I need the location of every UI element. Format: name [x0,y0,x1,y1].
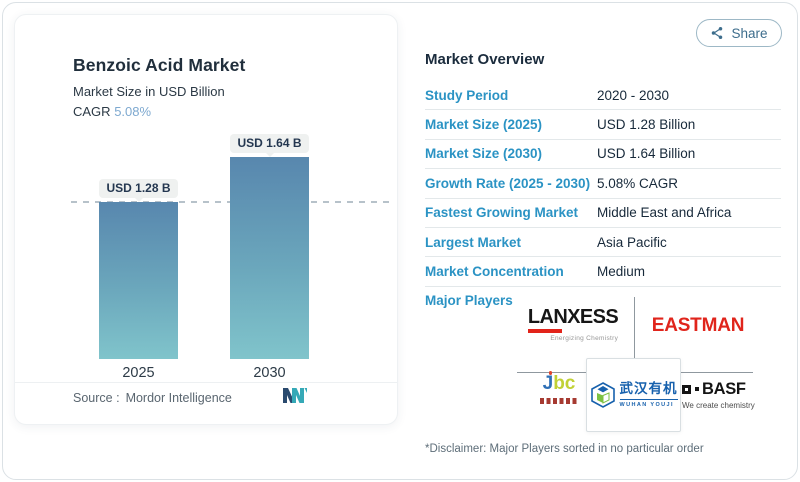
overview-row-value: USD 1.28 Billion [597,117,696,133]
chart-title: Benzoic Acid Market [73,55,246,75]
overview-row-value: USD 1.64 Billion [597,146,696,162]
overview-row-label: Growth Rate (2025 - 2030) [425,175,591,191]
bar-value-callout-2030: USD 1.64 B [230,134,309,153]
share-icon [712,27,723,39]
bar-2030[interactable] [230,157,309,359]
axis-label-2025: 2025 [122,365,155,381]
cagr-value: 5.08% [114,104,152,119]
overview-row-label: Fastest Growing Market [425,205,579,221]
lanxess-red-bar [527,329,562,333]
wuhan-cn-wordmark: 武汉有机 [619,381,678,397]
cagr-label: CAGR [73,104,111,119]
source-divider [15,382,397,383]
overview-row-value: Middle East and Africa [597,205,732,221]
chart-card: Benzoic Acid Market Market Size in USD B… [14,14,398,425]
overview-row-label: Market Size (2030) [425,146,543,162]
chart-card-header: Benzoic Acid Market Market Size in USD B… [73,55,245,119]
logo-grid-vertical-divider [634,297,635,358]
overview-row-label: Study Period [425,87,509,103]
bar-group-2030: USD 1.64 B 2030 [230,15,309,424]
wuhan-cube-icon [590,382,615,408]
overview-row: Fastest Growing Market Middle East and Af… [425,199,781,228]
wuhan-en-wordmark: WUHAN YOUJI [619,399,678,408]
mordor-intelligence-icon [283,388,307,403]
overview-table: Study Period 2020 - 2030 Market Size (2025… [425,81,781,287]
overview-row: Study Period 2020 - 2030 [425,81,781,111]
bar-chart: USD 1.28 B 2025 USD 1.64 B 2030 [15,15,397,424]
eastman-logo: EASTMAN [651,315,745,336]
overview-row: Growth Rate (2025 - 2030) 5.08% CAGR [425,169,781,199]
source-value: Mordor Intelligence [125,391,232,405]
bar-value-callout-2025: USD 1.28 B [99,179,178,198]
overview-row-value: Medium [597,264,646,280]
jbc-logo: Jbc [534,371,584,404]
basf-dot-icon [694,387,699,392]
bar-group-2025: USD 1.28 B 2025 [99,15,178,424]
lanxess-tagline: Energizing Chemistry [550,334,619,342]
lanxess-wordmark: LANXESS [527,306,619,328]
overview-row: Largest Market Asia Pacific [425,228,781,258]
chart-subtitle: Market Size in USD Billion [73,84,225,99]
jbc-wordmark: Jbc [542,371,576,394]
major-players-label: Major Players [425,293,513,308]
jbc-tagline [540,398,578,404]
jbc-dot-icon [548,371,553,375]
disclaimer-text: *Disclaimer: Major Players sorted in no … [425,443,704,455]
basf-tagline: We create chemistry [682,400,755,410]
overview-row-value: 2020 - 2030 [597,87,670,103]
overview-row: Market Size (2025) USD 1.28 Billion [425,110,781,140]
lanxess-logo: LANXESS Energizing Chemistry [520,307,626,345]
overview-row-value: Asia Pacific [597,234,667,250]
share-button[interactable]: Share [696,19,782,47]
overview-row-label: Market Size (2025) [425,117,543,133]
basf-square-icon [682,384,691,394]
overview-row-label: Largest Market [425,234,522,250]
overview-row: Market Size (2030) USD 1.64 Billion [425,140,781,170]
source-row: Source : Mordor Intelligence [73,391,238,405]
source-label: Source : [73,391,120,405]
overview-row-value: 5.08% CAGR [597,175,679,191]
share-button-label: Share [731,25,768,41]
basf-logo: BASF We create chemistry [682,381,766,410]
bar-2025[interactable] [99,202,178,359]
overview-row-label: Market Concentration [425,264,564,280]
axis-label-2030: 2030 [253,365,286,381]
wuhan-youji-logo-card: 武汉有机 WUHAN YOUJI [586,358,681,432]
overview-title: Market Overview [425,51,545,68]
chart-cagr-line: CAGR 5.08% [73,104,245,119]
basf-wordmark: BASF [702,380,746,398]
overview-row: Market Concentration Medium [425,257,781,287]
